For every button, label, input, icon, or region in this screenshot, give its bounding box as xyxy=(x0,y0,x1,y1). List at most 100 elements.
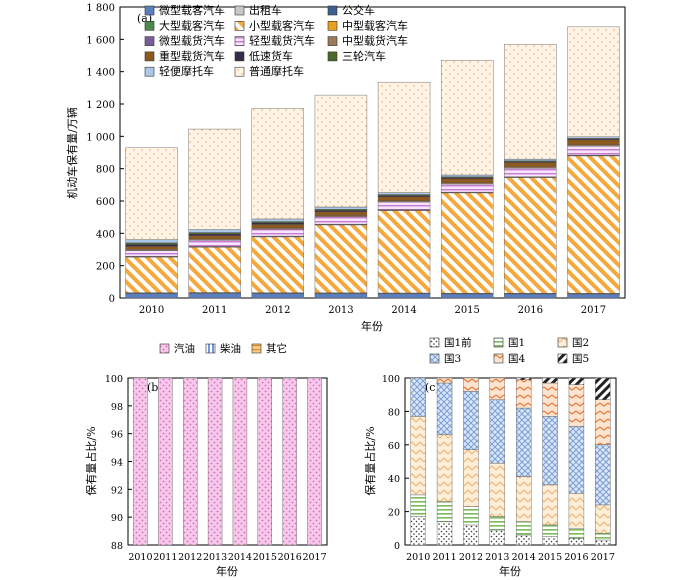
legend-label: 轻型载货汽车 xyxy=(249,34,315,48)
y-tick-label: 40 xyxy=(388,474,400,485)
y-tick-label: 60 xyxy=(388,441,400,452)
y-tick-label: 1 400 xyxy=(86,68,115,79)
bar-segment xyxy=(463,449,479,507)
legend-label: 大型载客汽车 xyxy=(159,18,225,32)
bar-segment xyxy=(463,524,479,546)
bar-segment xyxy=(410,516,426,546)
x-tick-label: 2014 xyxy=(391,305,416,316)
legend-label: 汽油 xyxy=(174,342,195,355)
y-tick-label: 100 xyxy=(382,374,400,385)
y-tick-label: 200 xyxy=(96,262,115,273)
y-tick-label: 800 xyxy=(96,165,115,176)
bar-segment xyxy=(567,155,620,294)
x-tick-label: 2016 xyxy=(564,552,588,563)
legend-swatch xyxy=(327,51,338,62)
legend-label: 普通摩托车 xyxy=(249,64,304,78)
bar-segment xyxy=(567,145,620,156)
bar-segment xyxy=(567,136,620,139)
bar-segment xyxy=(436,521,453,546)
bar-segment xyxy=(568,384,585,427)
x-tick-label: 2012 xyxy=(459,552,483,563)
x-tick-label: 2013 xyxy=(485,552,509,563)
bar-segment xyxy=(595,539,611,546)
bar-segment xyxy=(463,391,479,451)
legend-label: 国3 xyxy=(444,353,461,365)
x-tick-label: 2016 xyxy=(278,552,302,563)
y-tick-label: 1 000 xyxy=(86,132,115,143)
bar-segment xyxy=(251,229,305,237)
y-tick-label: 0 xyxy=(109,294,115,305)
bar-segment xyxy=(188,235,241,240)
bar-segment xyxy=(125,239,178,244)
bar-segment xyxy=(251,293,305,299)
bar-segment xyxy=(440,59,494,176)
y-tick-label: 92 xyxy=(111,485,123,496)
panel-a-frame xyxy=(119,6,626,299)
legend-swatch xyxy=(557,353,568,364)
panel-b-frame xyxy=(127,377,328,546)
bar-segment xyxy=(125,293,178,299)
bar-segment xyxy=(489,462,506,517)
y-tick-label: 96 xyxy=(111,430,123,441)
x-tick-label: 2014 xyxy=(228,552,252,563)
bar-segment xyxy=(440,174,494,177)
bar-segment xyxy=(440,293,494,299)
bar-segment xyxy=(314,293,368,299)
panel-b-xlabel: 年份 xyxy=(216,564,238,578)
legend-label: 低速货车 xyxy=(249,49,293,63)
bar-segment xyxy=(125,256,178,293)
bar-segment xyxy=(436,382,453,435)
bar-segment xyxy=(207,377,223,546)
bar-segment xyxy=(158,377,173,546)
bar-segment xyxy=(182,377,198,546)
bar-segment xyxy=(440,192,494,294)
x-tick-label: 2015 xyxy=(454,305,479,316)
legend-swatch xyxy=(144,51,155,62)
y-tick-label: 88 xyxy=(111,541,123,552)
bar-segment xyxy=(307,377,322,546)
bar-segment xyxy=(436,377,453,384)
legend-swatch xyxy=(557,337,568,348)
y-tick-label: 1 200 xyxy=(86,100,115,111)
legend-swatch xyxy=(144,36,155,46)
x-tick-label: 2013 xyxy=(328,305,353,316)
x-tick-label: 2017 xyxy=(302,552,326,563)
x-tick-label: 2010 xyxy=(128,552,152,563)
panel-c-frame xyxy=(404,377,617,546)
x-tick-label: 2012 xyxy=(178,552,202,563)
bar-segment xyxy=(595,399,611,445)
legend-label: 柴油 xyxy=(220,342,241,355)
legend-swatch xyxy=(144,5,155,16)
legend-swatch xyxy=(327,5,338,16)
x-tick-label: 2010 xyxy=(139,305,164,316)
legend-swatch xyxy=(327,36,338,46)
bar-segment xyxy=(377,201,431,210)
bar-segment xyxy=(436,434,453,502)
bar-segment xyxy=(504,177,557,294)
bar-segment xyxy=(188,232,241,235)
bar-segment xyxy=(314,210,368,213)
bar-segment xyxy=(251,218,305,222)
y-tick-label: 0 xyxy=(394,541,400,552)
legend-swatch xyxy=(234,66,245,77)
legend-swatch xyxy=(251,343,262,354)
x-tick-label: 2012 xyxy=(265,305,290,316)
bar-segment xyxy=(542,524,558,537)
bar-segment xyxy=(595,533,611,541)
bar-segment xyxy=(515,407,532,477)
bar-segment xyxy=(377,81,431,193)
bar-segment xyxy=(188,128,241,230)
panel-a-ylabel: 机动车保有量/万辆 xyxy=(65,107,79,199)
x-tick-label: 2013 xyxy=(203,552,227,563)
bar-segment xyxy=(542,536,558,546)
legend-swatch xyxy=(234,36,245,46)
bar-segment xyxy=(489,377,506,400)
bar-segment xyxy=(489,516,506,531)
legend-label: 国2 xyxy=(572,337,589,349)
bar-segment xyxy=(188,229,241,233)
bar-segment xyxy=(504,293,557,299)
legend-swatch xyxy=(205,343,216,354)
bar-segment xyxy=(568,377,585,385)
